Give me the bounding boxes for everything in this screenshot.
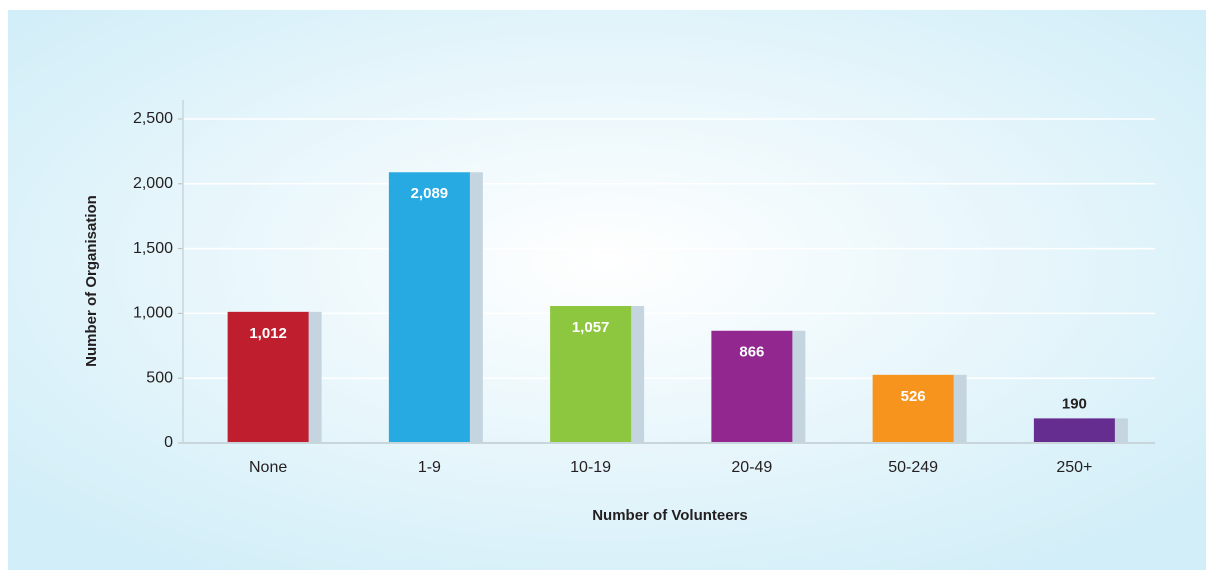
- bar-shadow: [791, 330, 806, 443]
- bar-shadow: [468, 172, 483, 443]
- bar-shadow: [952, 374, 967, 443]
- y-tick-label: 500: [146, 369, 173, 386]
- bar: [1033, 418, 1115, 443]
- data-label: 526: [901, 388, 926, 405]
- x-tick-label: 20-49: [731, 459, 772, 476]
- y-tick-label: 1,500: [133, 240, 173, 257]
- x-tick-label: 1-9: [418, 459, 441, 476]
- y-tick-label: 2,500: [133, 110, 173, 127]
- y-axis-label: Number of Organisation: [83, 195, 100, 367]
- data-label: 2,089: [411, 185, 449, 202]
- y-tick-label: 1,000: [133, 305, 173, 322]
- bar: [711, 330, 793, 443]
- x-tick-label: 250+: [1056, 459, 1092, 476]
- y-tick-label: 0: [164, 434, 173, 451]
- bar: [550, 306, 632, 443]
- x-tick-label: 10-19: [570, 459, 611, 476]
- panel: [8, 10, 1206, 570]
- bar-shadow: [630, 306, 645, 443]
- x-tick-label: None: [249, 459, 287, 476]
- data-label: 1,012: [249, 325, 287, 342]
- data-label: 190: [1062, 395, 1087, 412]
- x-axis-label: Number of Volunteers: [592, 507, 748, 524]
- bar-shadow: [1113, 418, 1128, 443]
- bar: [872, 374, 954, 443]
- y-tick-label: 2,000: [133, 175, 173, 192]
- x-tick-label: 50-249: [888, 459, 938, 476]
- data-label: 1,057: [572, 319, 610, 336]
- bar-shadow: [307, 311, 322, 443]
- data-label: 866: [739, 344, 764, 361]
- bar: [388, 172, 470, 443]
- bar: [227, 311, 309, 443]
